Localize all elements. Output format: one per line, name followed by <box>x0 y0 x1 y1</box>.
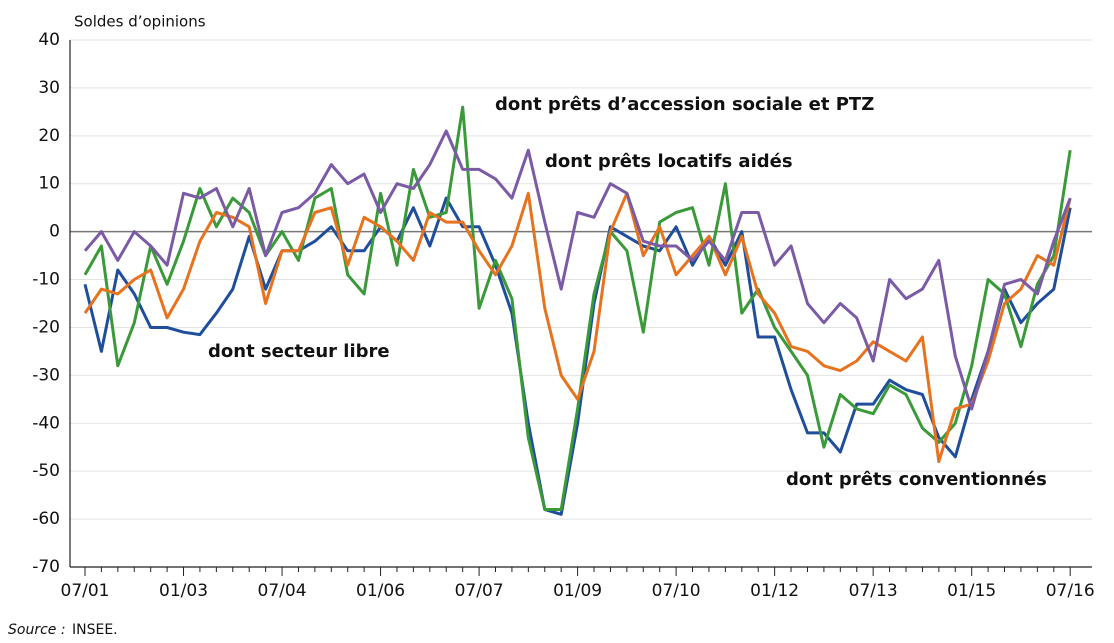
series-label: dont prêts conventionnés <box>786 469 1047 490</box>
x-tick-label: 01/15 <box>947 581 996 601</box>
y-tick-label: -70 <box>32 557 60 577</box>
series-label: dont prêts d’accession sociale et PTZ <box>495 94 874 115</box>
y-tick-label: -20 <box>32 317 60 337</box>
y-tick-label: 30 <box>38 78 60 98</box>
x-tick-label: 07/01 <box>61 581 110 601</box>
series-label: dont secteur libre <box>208 341 390 362</box>
y-tick-label: 10 <box>38 174 60 194</box>
y-tick-label: 20 <box>38 126 60 146</box>
series-label: dont prêts locatifs aidés <box>545 151 793 172</box>
y-axis-label: Soldes d’opinions <box>74 13 206 31</box>
x-tick-label: 07/10 <box>652 581 701 601</box>
source-label: Source : <box>8 622 66 638</box>
y-tick-label: -10 <box>32 270 60 290</box>
y-tick-label: -30 <box>32 365 60 385</box>
x-tick-label: 01/09 <box>553 581 602 601</box>
series-line <box>83 105 1072 511</box>
x-tick-label: 01/12 <box>750 581 799 601</box>
y-tick-label: -40 <box>32 413 60 433</box>
series-line <box>83 191 1072 464</box>
series-line <box>83 196 1072 516</box>
source: INSEE. <box>72 622 118 638</box>
x-tick-label: 07/13 <box>849 581 898 601</box>
y-tick-label: -50 <box>32 461 60 481</box>
x-tick-label: 07/16 <box>1046 581 1095 601</box>
x-tick-label: 01/06 <box>356 581 405 601</box>
y-tick-label: 0 <box>49 222 60 242</box>
y-tick-label: -60 <box>32 509 60 529</box>
x-tick-label: 07/07 <box>455 581 504 601</box>
x-tick-label: 07/04 <box>258 581 307 601</box>
series-line <box>83 129 1072 411</box>
y-tick-label: 40 <box>38 30 60 50</box>
x-tick-label: 01/03 <box>159 581 208 601</box>
